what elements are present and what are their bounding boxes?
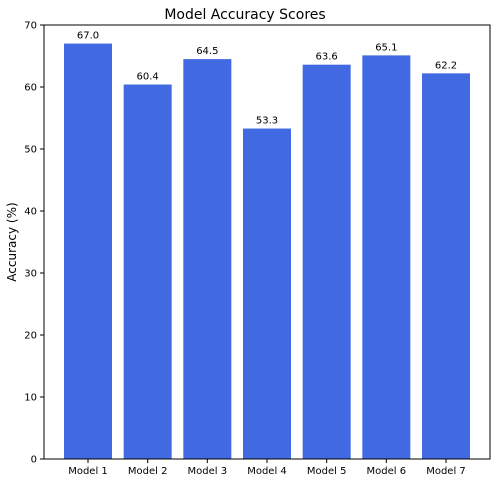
data-label: 64.5 xyxy=(196,46,218,57)
x-tick-label: Model 6 xyxy=(367,466,407,477)
data-label: 60.4 xyxy=(137,72,159,83)
ticks-layer: Model 1 Model 2 Model 3 Model 4 Model 5 Model… xyxy=(24,21,466,478)
y-tick-label: 40 xyxy=(24,207,37,218)
y-tick-label: 0 xyxy=(31,455,37,466)
y-tick-label: 70 xyxy=(24,21,37,32)
y-tick-label: 20 xyxy=(24,331,37,342)
data-label: 63.6 xyxy=(316,52,338,63)
data-label: 62.2 xyxy=(435,60,457,71)
bar xyxy=(422,73,470,460)
y-tick-label: 30 xyxy=(24,269,37,280)
bar xyxy=(362,55,411,459)
x-tick-label: Model 5 xyxy=(307,466,347,477)
plot-frame xyxy=(43,24,491,460)
y-tick-label: 50 xyxy=(24,145,37,156)
x-tick-label: Model 7 xyxy=(426,466,466,477)
x-tick-label: Model 3 xyxy=(188,466,228,477)
bar xyxy=(183,59,232,459)
bar xyxy=(243,128,291,460)
y-tick-label: 60 xyxy=(24,83,37,94)
x-tick-label: Model 4 xyxy=(247,466,287,477)
data-label: 53.3 xyxy=(256,116,278,127)
x-tick-label: Model 2 xyxy=(128,466,168,477)
y-axis-label: Accuracy (%) xyxy=(5,202,19,281)
bar xyxy=(64,43,112,459)
data-label: 65.1 xyxy=(375,42,397,53)
y-tick-label: 10 xyxy=(24,393,37,404)
x-tick-label: Model 1 xyxy=(68,466,108,477)
bar xyxy=(123,84,172,460)
data-label: 67.0 xyxy=(77,31,99,42)
bars-layer: 67.0 60.4 64.5 53.3 63.6 65.1 62.2 xyxy=(64,31,470,460)
chart-title: Model Accuracy Scores xyxy=(164,7,325,23)
bar xyxy=(302,64,351,460)
